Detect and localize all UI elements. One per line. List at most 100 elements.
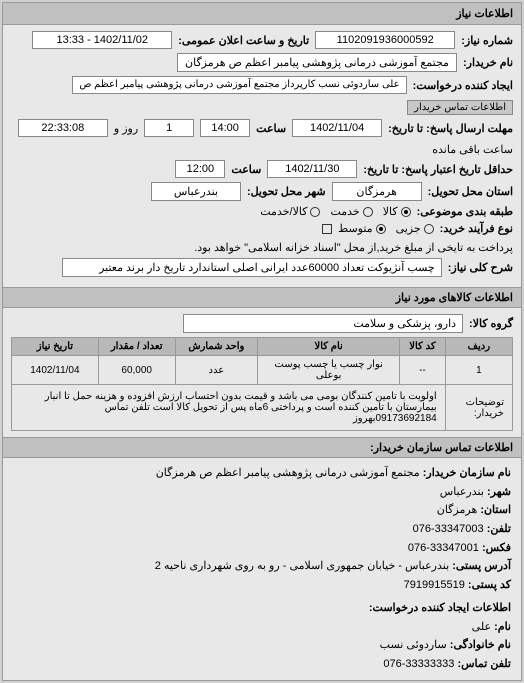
panel-body: شماره نیاز: 1102091936000592 تاریخ و ساع…: [3, 25, 521, 287]
valid-until-time: 12:00: [175, 160, 225, 178]
lname-line: نام خانوادگی: ساردوئی نسب: [13, 636, 511, 655]
table-note-row: توضیحات خریدار: اولویت با تامین کنندگان …: [12, 385, 513, 431]
tel-line: تلفن تماس: 33333333-076: [13, 655, 511, 674]
cell-unit: عدد: [175, 356, 258, 385]
general-desc-label: شرح کلی نیاز:: [448, 261, 513, 274]
lname-label: نام خانوادگی:: [450, 639, 511, 651]
radio-icon: [310, 207, 320, 217]
row-location: استان محل تحویل: هرمزگان شهر محل تحویل: …: [11, 182, 513, 201]
radio-icon: [424, 224, 434, 234]
radio-icon: [363, 207, 373, 217]
row-requester: ایجاد کننده درخواست: علی ساردوئی نسب کار…: [11, 76, 513, 115]
budget-radio-group: کالا خدمت کالا/خدمت: [260, 205, 410, 218]
deadline-time-label: ساعت: [256, 122, 286, 135]
name-value: علی: [472, 621, 491, 633]
col-unit: واحد شمارش: [175, 338, 258, 356]
budget-label: طبقه بندی موضوعی:: [417, 205, 513, 218]
contact-block: نام سازمان خریدار: مجتمع آموزشی درمانی پ…: [3, 458, 521, 680]
public-announce-label: تاریخ و ساعت اعلان عمومی:: [178, 34, 309, 47]
valid-until-time-label: ساعت: [231, 163, 261, 176]
budget-opt-0[interactable]: کالا: [383, 205, 411, 218]
purchase-type-label: نوع فرآیند خرید:: [440, 222, 513, 235]
phone-line: تلفن: 33347003-076: [13, 520, 511, 539]
name-label: نام:: [494, 621, 511, 633]
table-row: 1 -- نوار چسب یا چسب پوست بوعلی عدد 60,0…: [12, 356, 513, 385]
postal-value: 7919915519: [404, 579, 465, 591]
public-announce-value: 1402/11/02 - 13:33: [32, 31, 172, 49]
addr-value: بندرعباس - خیابان جمهوری اسلامی - رو به …: [155, 560, 449, 572]
org-label: نام سازمان خریدار:: [423, 467, 511, 479]
province-label: استان محل تحویل:: [428, 185, 513, 198]
row-buyer: نام خریدار: مجتمع آموزشی درمانی پژوهشی پ…: [11, 53, 513, 72]
province-value: هرمزگان: [332, 182, 422, 201]
budget-opt-1[interactable]: خدمت: [330, 205, 372, 218]
radio-icon: [401, 207, 411, 217]
col-code: کد کالا: [400, 338, 446, 356]
org-line: نام سازمان خریدار: مجتمع آموزشی درمانی پ…: [13, 464, 511, 483]
treasury-label: پرداخت به تایخی از مبلغ خرید,از محل "اسن…: [194, 241, 513, 254]
remaining-days-label: روز و: [114, 122, 138, 135]
buyer-contact-button[interactable]: اطلاعات تماس خریدار: [407, 100, 513, 115]
addr-label: آدرس پستی:: [452, 560, 511, 572]
general-desc-value: چسب آنژیوکت تعداد 60000عدد ایرانی اصلی ا…: [62, 258, 442, 277]
buyer-note-cell: اولویت با تامین کنندگان بومی می باشد و ق…: [12, 385, 446, 431]
cell-name: نوار چسب یا چسب پوست بوعلی: [258, 356, 400, 385]
cell-code: --: [400, 356, 446, 385]
remaining-days: 1: [144, 119, 194, 137]
request-no-value: 1102091936000592: [315, 31, 455, 49]
row-goods-group: گروه کالا: دارو، پزشکی و سلامت: [11, 314, 513, 333]
deadline-label: مهلت ارسال پاسخ: تا تاریخ:: [388, 122, 513, 135]
phone-label: تلفن:: [487, 523, 511, 535]
c-province-value: هرمزگان: [437, 504, 478, 516]
fax-line: فکس: 33347001-076: [13, 539, 511, 558]
goods-section-title: اطلاعات کالاهای مورد نیاز: [3, 287, 521, 308]
panel-title: اطلاعات نیاز: [3, 3, 521, 25]
radio-icon: [376, 224, 386, 234]
name-line: نام: علی: [13, 618, 511, 637]
phone-value: 33347003-076: [413, 523, 484, 535]
row-valid-until: حداقل تاریخ اعتبار پاسخ: تا تاریخ: 1402/…: [11, 160, 513, 178]
row-purchase-type: نوع فرآیند خرید: جزیی متوسط پرداخت به تا…: [11, 222, 513, 254]
city-line: شهر: بندرعباس: [13, 483, 511, 502]
need-info-panel: اطلاعات نیاز شماره نیاز: 110209193600059…: [2, 2, 522, 681]
buyer-note-label-cell: توضیحات خریدار:: [445, 385, 512, 431]
deadline-date: 1402/11/04: [292, 119, 382, 137]
requester-label: ایجاد کننده درخواست:: [413, 79, 513, 92]
purchase-opt-0[interactable]: جزیی: [396, 222, 434, 235]
row-deadline: مهلت ارسال پاسخ: تا تاریخ: 1402/11/04 سا…: [11, 119, 513, 156]
goods-group-label: گروه کالا:: [469, 317, 513, 330]
city-label: شهر محل تحویل:: [247, 185, 326, 198]
goods-body: گروه کالا: دارو، پزشکی و سلامت ردیف کد ک…: [3, 308, 521, 437]
addr-line: آدرس پستی: بندرعباس - خیابان جمهوری اسلا…: [13, 557, 511, 576]
remaining-time: 22:33:08: [18, 119, 108, 137]
valid-until-date: 1402/11/30: [267, 160, 357, 178]
c-city-value: بندرعباس: [440, 486, 484, 498]
fax-value: 33347001-076: [408, 542, 479, 554]
contact-section-title: اطلاعات تماس سازمان خریدار:: [3, 437, 521, 458]
col-date: تاریخ نیاز: [12, 338, 99, 356]
req-creator-title: اطلاعات ایجاد کننده درخواست:: [13, 599, 511, 618]
row-general-desc: شرح کلی نیاز: چسب آنژیوکت تعداد 60000عدد…: [11, 258, 513, 277]
c-city-label: شهر:: [487, 486, 511, 498]
cell-qty: 60,000: [98, 356, 175, 385]
valid-until-label: حداقل تاریخ اعتبار پاسخ: تا تاریخ:: [363, 163, 513, 176]
purchase-opt-1[interactable]: متوسط: [338, 222, 386, 235]
purchase-radio-group: جزیی متوسط: [338, 222, 434, 235]
province-line: استان: هرمزگان: [13, 501, 511, 520]
col-name: نام کالا: [258, 338, 400, 356]
postal-line: کد پستی: 7919915519: [13, 576, 511, 595]
budget-opt-2[interactable]: کالا/خدمت: [260, 205, 320, 218]
tel-label: تلفن تماس:: [457, 658, 511, 670]
city-value: بندرعباس: [151, 182, 241, 201]
row-budget: طبقه بندی موضوعی: کالا خدمت کالا/خدمت: [11, 205, 513, 218]
fax-label: فکس:: [482, 542, 511, 554]
postal-label: کد پستی:: [468, 579, 511, 591]
deadline-time: 14:00: [200, 119, 250, 137]
treasury-checkbox[interactable]: [322, 224, 332, 234]
buyer-value: مجتمع آموزشی درمانی پژوهشی پیامبر اعظم ص…: [177, 53, 457, 72]
tel-value: 33333333-076: [383, 658, 454, 670]
request-no-label: شماره نیاز:: [461, 34, 513, 47]
table-header-row: ردیف کد کالا نام کالا واحد شمارش تعداد /…: [12, 338, 513, 356]
c-province-label: استان:: [480, 504, 511, 516]
requester-value: علی ساردوئی نسب کارپرداز مجتمع آموزشی در…: [72, 76, 406, 94]
